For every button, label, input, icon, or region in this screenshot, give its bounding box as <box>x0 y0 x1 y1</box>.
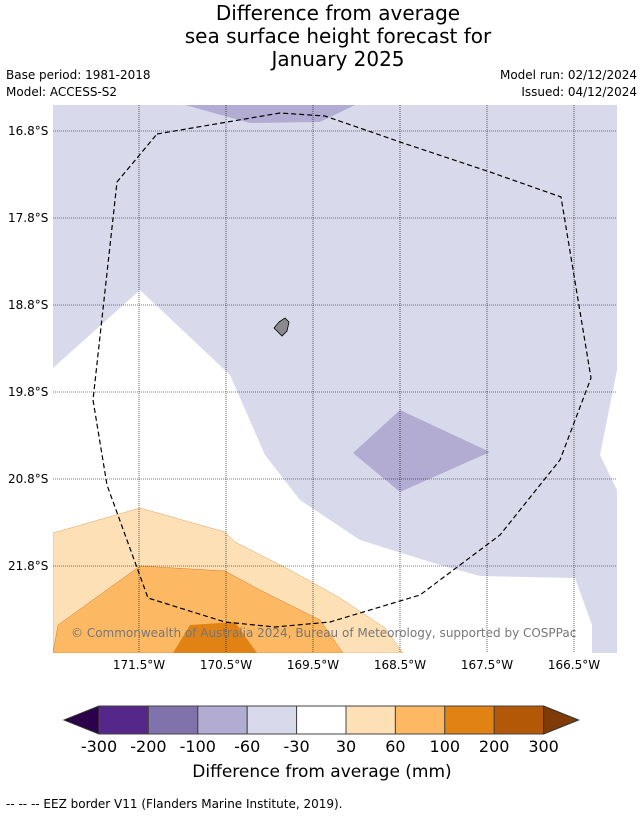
copyright: © Commonwealth of Australia 2024, Bureau… <box>71 626 576 640</box>
lon-label: 168.5°W <box>374 658 426 672</box>
anomaly-region-purple-mid <box>353 410 490 492</box>
colorbar-segment <box>345 705 396 735</box>
colorbar-segment <box>246 705 298 735</box>
colorbar-tick-label: -60 <box>234 737 260 756</box>
colorbar-segment <box>394 705 446 735</box>
colorbar-tick-label: 30 <box>336 737 356 756</box>
issued: Issued: 04/12/2024 <box>521 85 637 99</box>
colorbar-tick-label: -100 <box>180 737 216 756</box>
colorbar-segment <box>296 705 347 735</box>
colorbar-tick-label: 60 <box>385 737 405 756</box>
colorbar <box>62 705 580 735</box>
title-line-1: Difference from average <box>215 1 461 25</box>
base-period: Base period: 1981-2018 <box>6 68 151 82</box>
lon-label: 170.5°W <box>200 658 252 672</box>
colorbar-extend-low <box>62 705 100 735</box>
lon-label: 166.5°W <box>548 658 600 672</box>
colorbar-extend-high <box>543 705 580 735</box>
colorbar-segment <box>98 705 149 735</box>
colorbar-segment <box>147 705 199 735</box>
lat-label: 20.8°S <box>8 472 48 486</box>
lat-label: 19.8°S <box>8 385 48 399</box>
lat-label: 21.8°S <box>8 559 48 573</box>
lat-label: 17.8°S <box>8 211 48 225</box>
lat-label: 16.8°S <box>8 124 48 138</box>
colorbar-tick-label: 300 <box>528 737 559 756</box>
title-line-2: sea surface height forecast for <box>184 24 492 48</box>
lon-label: 169.5°W <box>287 658 339 672</box>
model-run: Model run: 02/12/2024 <box>499 68 637 82</box>
anomaly-region-dark-orange <box>173 622 257 653</box>
colorbar-segment <box>197 705 248 735</box>
colorbar-label: Difference from average (mm) <box>192 762 452 782</box>
lon-label: 167.5°W <box>461 658 513 672</box>
model: Model: ACCESS-S2 <box>6 85 118 99</box>
colorbar-tick-label: -300 <box>81 737 117 756</box>
island-niue <box>273 317 290 337</box>
anomaly-region-orange <box>53 565 344 653</box>
anomaly-region-purple-top <box>185 105 355 123</box>
colorbar-tick-label: 100 <box>430 737 461 756</box>
colorbar-tick-label: 200 <box>479 737 510 756</box>
lat-label: 18.8°S <box>8 298 48 312</box>
colorbar-tick-label: -200 <box>130 737 166 756</box>
colorbar-segment <box>493 705 545 735</box>
footnote: -- -- -- EEZ border V11 (Flanders Marine… <box>6 797 343 811</box>
title-line-3: January 2025 <box>271 47 405 71</box>
colorbar-segment <box>444 705 495 735</box>
lon-label: 171.5°W <box>113 658 165 672</box>
anomaly-region-light-purple <box>53 105 617 653</box>
colorbar-tick-label: -30 <box>284 737 310 756</box>
eez-border <box>92 112 592 628</box>
